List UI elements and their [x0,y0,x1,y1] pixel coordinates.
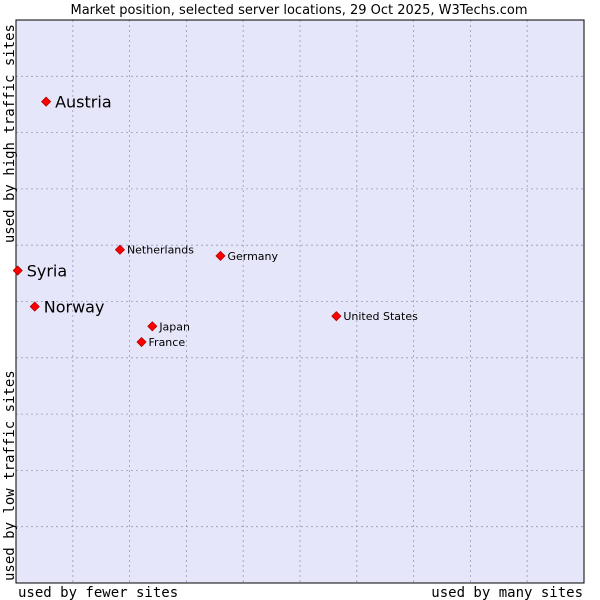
point-marker [41,96,52,107]
grid [16,20,584,583]
y-axis-label-bottom: used by low traffic sites [2,370,18,581]
point-label: Austria [55,93,112,112]
plot-border [15,19,585,584]
point-label: United States [343,310,418,323]
point-marker [147,321,158,332]
data-point-germany: Germany [215,250,279,263]
point-label: Japan [158,320,190,333]
x-axis-label-left: used by fewer sites [18,585,178,600]
point-label: Netherlands [127,244,194,257]
x-axis-label-right: used by many sites [431,585,583,600]
data-point-netherlands: Netherlands [114,244,194,257]
point-label: France [149,336,186,349]
point-label: Syria [27,262,67,281]
data-point-united-states: United States [331,310,418,323]
chart-title: Market position, selected server locatio… [70,3,527,18]
point-marker [136,336,147,348]
point-marker [12,265,23,276]
data-point-france: France [136,336,186,349]
point-marker [215,250,226,261]
data-point-austria: Austria [41,93,112,112]
data-point-syria: Syria [12,262,67,281]
point-label: Norway [44,298,105,317]
data-point-japan: Japan [147,320,190,333]
point-marker [331,311,342,322]
y-axis-label-top: used by high traffic sites [2,24,18,243]
data-point-norway: Norway [29,298,105,317]
point-label: Germany [227,250,278,263]
data-points: Austria Syria Norway Netherlands Germany Unit… [12,93,418,349]
point-marker [29,301,40,312]
point-marker [114,244,126,255]
